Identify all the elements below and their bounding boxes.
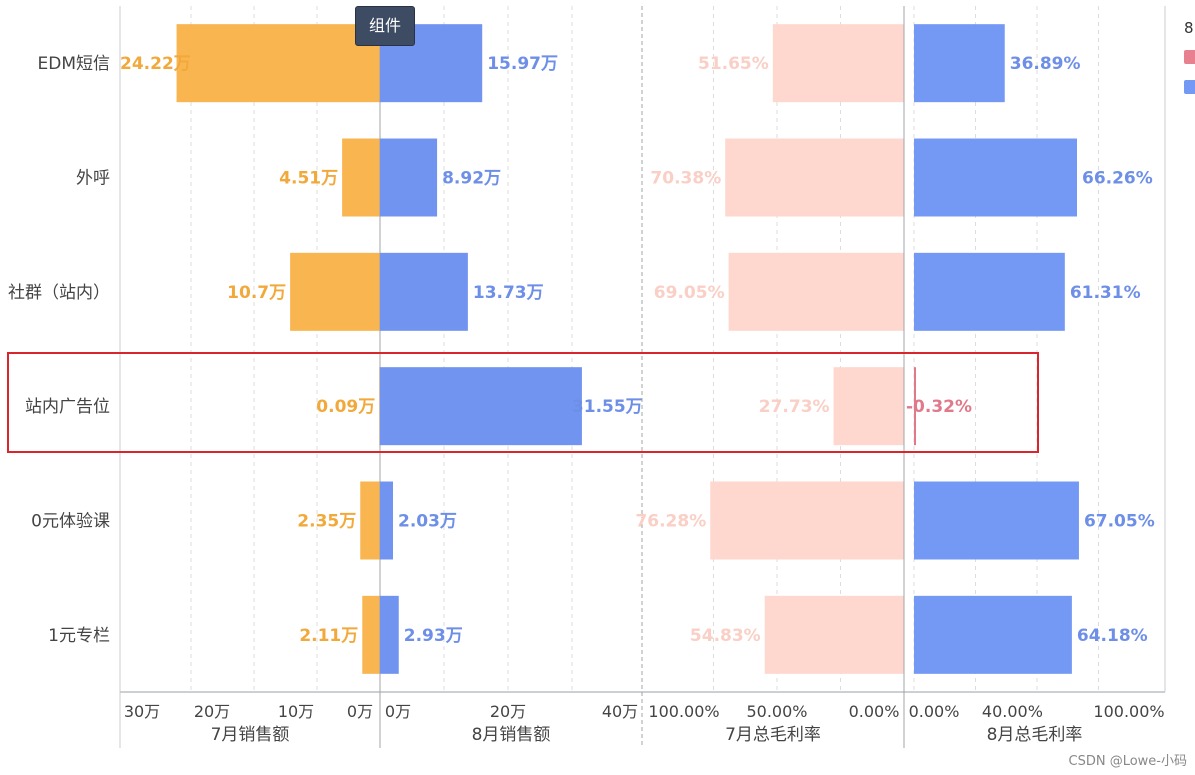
bar <box>380 481 393 560</box>
bar <box>914 252 1065 331</box>
bar <box>728 252 904 331</box>
data-label: 67.05% <box>1084 512 1155 532</box>
bar <box>914 138 1077 217</box>
data-label: 13.73万 <box>473 283 544 303</box>
category-label: EDM短信 <box>38 54 111 74</box>
tick-label: 100.00% <box>1093 702 1164 721</box>
bar <box>380 595 399 674</box>
data-label: 10.7万 <box>227 283 286 303</box>
data-label: 4.51万 <box>279 169 338 189</box>
tick-label: 40.00% <box>982 702 1043 721</box>
data-label: 69.05% <box>654 283 725 303</box>
bar <box>914 367 916 446</box>
bar <box>725 138 904 217</box>
category-label: 社群（站内） <box>8 283 110 303</box>
bar <box>362 595 380 674</box>
tick-label: 100.00% <box>648 702 719 721</box>
data-label: -0.32% <box>906 397 972 417</box>
data-label: 64.18% <box>1077 626 1148 646</box>
tooltip-label: 组件 <box>355 6 415 46</box>
data-label: 2.03万 <box>398 512 457 532</box>
tick-label: 0万 <box>347 702 373 721</box>
bar <box>833 367 904 446</box>
legend-swatch-positive[interactable] <box>1184 80 1195 94</box>
legend-title: 8 <box>1184 19 1194 37</box>
data-label: 24.22万 <box>120 54 191 74</box>
data-label: 2.11万 <box>299 626 358 646</box>
data-label: 0.09万 <box>316 397 375 417</box>
bar <box>380 138 438 217</box>
bar <box>710 481 904 560</box>
data-label: 8.92万 <box>442 169 501 189</box>
data-label: 15.97万 <box>487 54 558 74</box>
tick-label: 30万 <box>124 702 160 721</box>
bar <box>914 595 1072 674</box>
highlight-box <box>7 352 1039 453</box>
data-label: 2.35万 <box>297 512 356 532</box>
tick-label: 50.00% <box>746 702 807 721</box>
watermark: CSDN @Lowe-小码 <box>1068 754 1188 769</box>
data-label: 51.65% <box>698 54 769 74</box>
data-label: 31.55万 <box>572 397 643 417</box>
data-label: 27.73% <box>759 397 830 417</box>
bar <box>290 252 380 331</box>
tick-label: 20万 <box>194 702 230 721</box>
tick-label: 0万 <box>385 702 411 721</box>
bar <box>380 367 582 446</box>
tick-label: 0.00% <box>909 702 960 721</box>
tick-label: 10万 <box>278 702 314 721</box>
data-label: 61.31% <box>1070 283 1141 303</box>
bar <box>764 595 904 674</box>
axis-title: 7月销售额 <box>211 725 290 745</box>
bar <box>342 138 380 217</box>
axis-title: 7月总毛利率 <box>725 725 821 745</box>
bar <box>360 481 380 560</box>
data-label: 2.93万 <box>404 626 463 646</box>
category-label: 外呼 <box>76 169 110 189</box>
axis-title: 8月总毛利率 <box>987 725 1083 745</box>
bar <box>380 252 468 331</box>
data-label: 76.28% <box>635 512 706 532</box>
data-label: 70.38% <box>650 169 721 189</box>
tick-label: 40万 <box>602 702 638 721</box>
data-label: 66.26% <box>1082 169 1153 189</box>
category-label: 站内广告位 <box>25 397 110 417</box>
category-label: 0元体验课 <box>31 512 110 532</box>
bar <box>772 24 904 103</box>
bar <box>176 24 380 103</box>
tick-label: 20万 <box>490 702 526 721</box>
tick-label: 0.00% <box>849 702 900 721</box>
bar <box>914 481 1079 560</box>
data-label: 36.89% <box>1010 54 1081 74</box>
axis-title: 8月销售额 <box>472 725 551 745</box>
bar <box>914 24 1005 103</box>
data-label: 54.83% <box>690 626 761 646</box>
legend-swatch-negative[interactable] <box>1184 50 1195 64</box>
category-label: 1元专栏 <box>48 626 110 646</box>
